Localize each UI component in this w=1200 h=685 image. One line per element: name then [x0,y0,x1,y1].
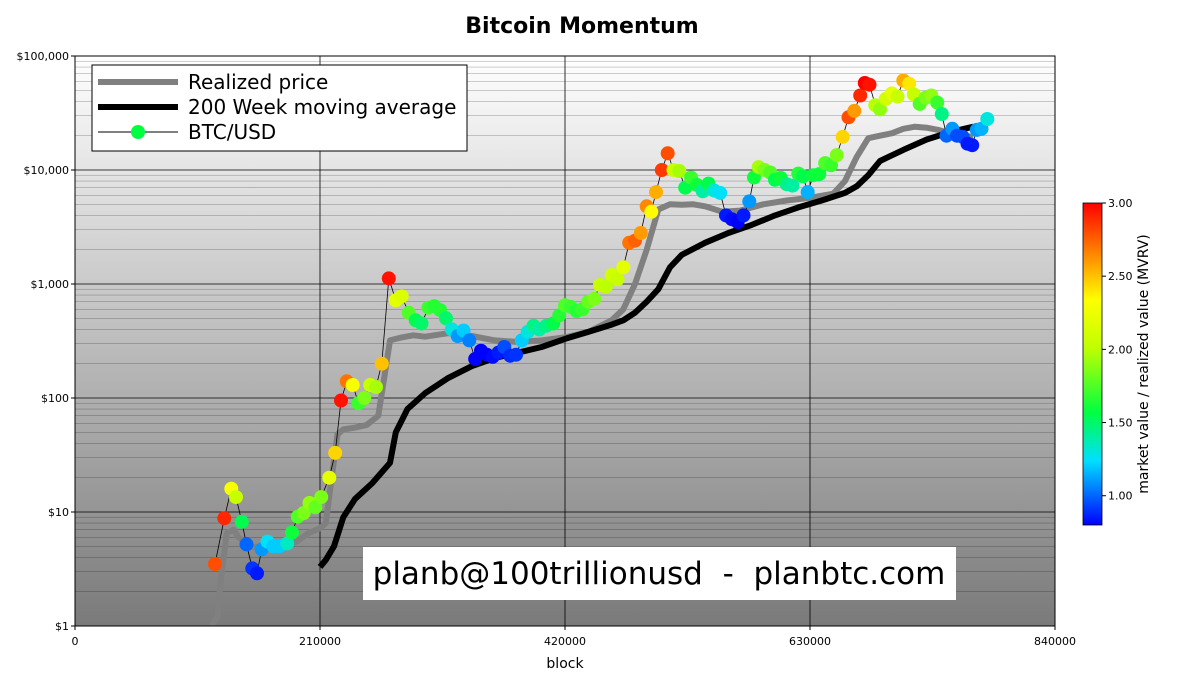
watermark-text: planb@100trillionusd - planbtc.com [373,556,946,592]
btc-usd-point [747,170,761,185]
colorbar-tick-label: 2.00 [1108,343,1133,356]
btc-usd-point [285,525,299,540]
btc-usd-point [322,470,337,485]
colorbar-tick-label: 3.00 [1108,197,1133,210]
legend-label-ma: 200 Week moving average [188,95,456,119]
btc-usd-point [965,138,980,153]
colorbar-tick-label: 1.50 [1108,417,1133,430]
btc-usd-point [930,95,945,110]
x-tick-label: 210000 [299,635,341,648]
y-tick-label: $100 [41,392,69,405]
btc-usd-point [334,393,348,408]
btc-usd-point [742,194,757,209]
watermark-box [363,547,956,600]
btc-usd-point [357,391,372,405]
y-axis: $1 $10 $100 $1,000 $10,000 $100,000 [17,50,75,633]
realized-price-line [208,123,974,626]
chart-title: Bitcoin Momentum [465,14,698,39]
btc-usd-point [374,356,389,371]
x-tick-label: 0 [72,635,79,648]
btc-usd-point [394,289,409,304]
btc-usd-point [785,178,800,193]
btc-usd-point [250,566,264,581]
btc-usd-point [902,76,917,91]
watermark: planb@100trillionusd - planbtc.com [363,547,956,600]
btc-usd-point [678,180,693,195]
btc-usd-point [800,185,815,200]
colorbar-tick-label: 1.00 [1108,490,1133,503]
realized-price-path [208,123,974,626]
btc-usd-point [462,333,477,348]
btc-usd-point [239,537,254,552]
x-tick-label: 840000 [1034,635,1076,648]
btc-usd-point [736,208,751,223]
btc-usd-point [713,185,728,200]
btc-usd-point [439,311,453,326]
btc-usd-point [812,167,827,182]
y-tick-label: $100,000 [17,50,70,63]
legend-label-realized: Realized price [188,70,328,94]
x-tick-label: 420000 [544,635,586,648]
btc-usd-point [369,380,383,394]
colorbar-gradient [1082,202,1103,526]
btc-usd-point [660,146,675,161]
moving-average-line [317,123,974,569]
btc-usd-point [217,511,232,526]
btc-usd-point [229,490,243,505]
btc-usd-point [796,169,810,184]
btc-usd-point [654,163,669,177]
btc-usd-points [208,73,995,581]
moving-average-path [317,123,974,569]
btc-usd-point [381,271,396,286]
btc-usd-point [328,445,343,460]
x-axis: 0 210000 420000 630000 840000 [72,626,1076,648]
btc-usd-point [208,557,222,571]
legend-swatch-btc-dot [131,125,145,139]
legend: Realized price 200 Week moving average B… [91,64,468,152]
btc-usd-point [234,514,249,529]
colorbar-label: market value / realized value (MVRV) [1136,234,1152,494]
y-tick-label: $10 [48,506,69,519]
y-tick-label: $10,000 [24,164,70,177]
btc-usd-point [345,378,360,392]
btc-usd-point [835,129,850,144]
btc-usd-point [308,500,323,515]
colorbar: 1.00 1.50 2.00 2.50 3.00 market value / real… [1082,197,1152,526]
btc-usd-point [873,102,887,117]
btc-usd-point [414,316,429,331]
colorbar-tick-label: 2.50 [1108,270,1133,283]
btc-usd-point [847,103,862,118]
btc-usd-point [672,164,687,178]
btc-usd-point [862,77,877,92]
btc-usd-point [587,291,602,306]
btc-usd-point [314,490,329,505]
btc-usd-point [649,185,663,200]
btc-usd-point [633,226,648,240]
btc-usd-point [890,89,905,104]
x-tick-label: 630000 [789,635,831,648]
btc-usd-point [509,347,523,362]
btc-usd-point [853,88,868,103]
colorbar-ticks: 1.00 1.50 2.00 2.50 3.00 [1102,197,1133,503]
btc-usd-point [829,148,844,163]
btc-usd-point [824,158,838,173]
btc-usd-point [980,112,995,126]
y-tick-label: $1,000 [31,278,70,291]
btc-usd-point [598,279,613,294]
btc-usd-point [610,272,625,287]
btc-usd-point [644,204,659,219]
btc-usd-point [280,536,295,551]
y-tick-label: $1 [55,620,69,633]
x-axis-label: block [546,656,584,672]
btc-usd-point [934,107,949,121]
legend-label-btc: BTC/USD [188,120,276,144]
btc-usd-point [616,260,631,275]
